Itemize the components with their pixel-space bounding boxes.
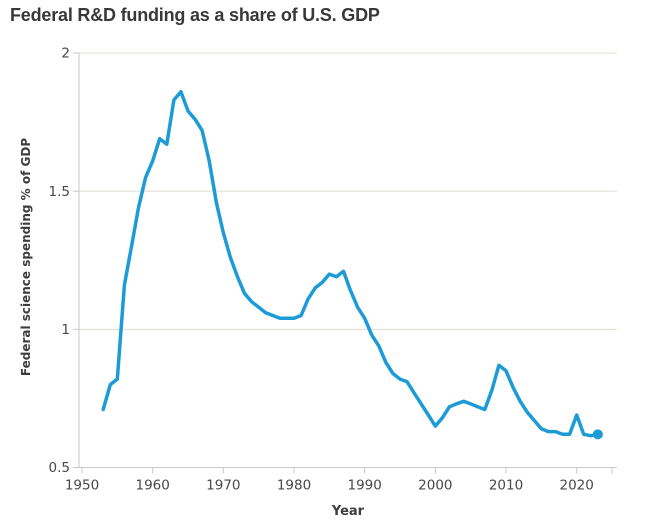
axis-lines (78, 53, 617, 468)
y-tick-label: 0.5 (49, 460, 70, 476)
x-tick-label: 2000 (418, 478, 452, 494)
data-line-series (101, 89, 603, 440)
y-tick-label: 1 (61, 322, 70, 338)
x-tick-label: 1990 (347, 478, 381, 494)
series-line (101, 89, 600, 438)
y-axis-title: Federal science spending % of GDP (19, 138, 33, 376)
x-tick-labels: 1950 1960 1970 1980 1990 2000 2010 2020 (65, 478, 594, 494)
gridlines (79, 52, 617, 330)
x-axis-title: Year (331, 504, 365, 519)
series-end-point (592, 429, 603, 440)
y-tick-label: 1.5 (49, 184, 70, 200)
axis-tick-marks (73, 52, 613, 474)
x-tick-label: 2010 (489, 478, 523, 494)
y-tick-label: 2 (61, 46, 70, 62)
x-tick-label: 1970 (206, 478, 240, 494)
x-tick-label: 1950 (65, 478, 99, 494)
chart-title: Federal R&D funding as a share of U.S. G… (10, 5, 380, 25)
x-tick-label: 1980 (277, 478, 311, 494)
x-tick-label: 1960 (135, 478, 169, 494)
x-tick-label: 2020 (559, 478, 593, 494)
y-tick-labels: 0.5 1 1.5 2 (49, 46, 70, 477)
